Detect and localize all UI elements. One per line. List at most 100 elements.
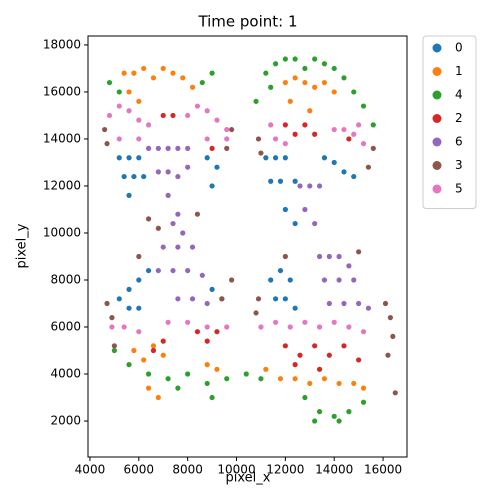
x-tick-label: 16000 xyxy=(364,463,402,477)
point xyxy=(204,380,210,387)
legend-label: 5 xyxy=(455,182,463,196)
point xyxy=(321,376,328,382)
point xyxy=(292,75,298,81)
point xyxy=(263,70,269,76)
point xyxy=(126,192,132,198)
point xyxy=(104,141,110,147)
point xyxy=(253,98,259,104)
point xyxy=(365,305,372,311)
point xyxy=(263,366,269,372)
point xyxy=(321,61,328,67)
point xyxy=(331,126,337,133)
x-tick-label: 10000 xyxy=(217,463,255,477)
point xyxy=(331,319,337,325)
point xyxy=(185,145,191,151)
point xyxy=(292,220,298,227)
point xyxy=(277,178,284,184)
point xyxy=(126,89,132,95)
point xyxy=(277,267,284,274)
point xyxy=(145,216,152,222)
point xyxy=(204,338,210,344)
point xyxy=(155,225,161,231)
y-axis-label: pixel_y xyxy=(15,223,30,268)
y-tick-label: 14000 xyxy=(43,131,81,145)
point xyxy=(165,376,171,382)
point xyxy=(224,376,230,382)
point xyxy=(321,79,328,86)
legend-marker xyxy=(432,184,442,194)
point xyxy=(224,136,230,142)
point xyxy=(224,126,230,133)
point xyxy=(346,136,352,142)
point xyxy=(287,277,293,283)
point xyxy=(185,371,191,377)
point xyxy=(126,108,132,114)
point xyxy=(392,390,398,396)
point xyxy=(341,126,347,133)
point xyxy=(116,103,122,109)
point xyxy=(102,126,108,133)
point xyxy=(382,300,389,307)
point xyxy=(170,70,176,76)
point xyxy=(268,277,274,283)
point xyxy=(282,296,288,302)
point xyxy=(126,362,132,368)
point xyxy=(312,418,318,424)
x-tick-label: 8000 xyxy=(172,463,203,477)
point xyxy=(351,131,357,137)
y-tick-label: 10000 xyxy=(43,225,81,239)
point xyxy=(341,75,347,81)
point xyxy=(145,145,152,151)
legend-label: 6 xyxy=(455,135,463,149)
point xyxy=(331,89,337,95)
point xyxy=(360,385,367,391)
point xyxy=(189,296,196,302)
point xyxy=(326,253,332,260)
point xyxy=(204,155,210,161)
point xyxy=(175,244,181,250)
point xyxy=(268,84,274,90)
point xyxy=(214,366,220,372)
point xyxy=(150,347,157,354)
point xyxy=(292,178,298,184)
point xyxy=(136,253,142,260)
point xyxy=(390,333,396,340)
point xyxy=(175,173,181,180)
point xyxy=(360,399,367,405)
point xyxy=(141,65,147,72)
point xyxy=(126,286,132,292)
point xyxy=(326,300,332,307)
point xyxy=(268,178,274,184)
point xyxy=(282,122,288,128)
point xyxy=(136,136,142,142)
point xyxy=(145,371,152,377)
point xyxy=(204,362,210,368)
point xyxy=(224,145,230,151)
point xyxy=(175,211,181,217)
point xyxy=(204,108,210,114)
point xyxy=(194,103,201,109)
point xyxy=(145,122,152,128)
point xyxy=(141,173,147,180)
point xyxy=(292,305,298,311)
point xyxy=(136,155,142,161)
point xyxy=(209,286,215,292)
point xyxy=(287,98,293,104)
point xyxy=(175,385,181,391)
x-tick-label: 4000 xyxy=(75,463,106,477)
point xyxy=(316,409,323,415)
point xyxy=(209,70,215,76)
point xyxy=(121,324,127,330)
point xyxy=(277,376,284,382)
point xyxy=(109,324,115,330)
point xyxy=(209,394,215,401)
point xyxy=(316,324,323,330)
point xyxy=(160,65,166,72)
point xyxy=(331,413,337,419)
point xyxy=(224,324,230,330)
point xyxy=(214,164,220,170)
point xyxy=(189,84,196,90)
point xyxy=(126,155,132,161)
point xyxy=(106,112,113,119)
